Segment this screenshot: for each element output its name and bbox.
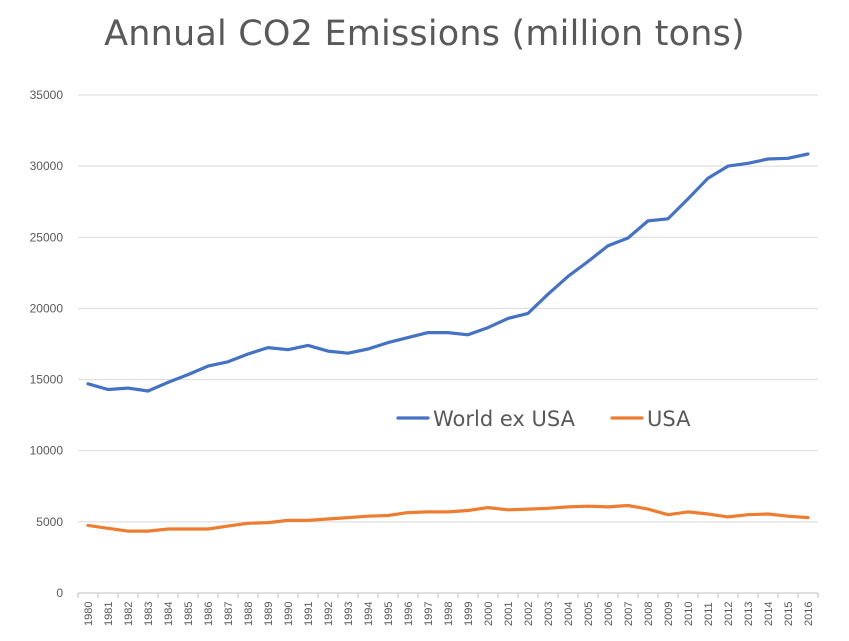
x-tick-label: 1993 <box>343 602 355 626</box>
legend: World ex USA USA <box>396 407 691 431</box>
y-tick-label: 15000 <box>30 373 64 387</box>
x-tick-label: 2006 <box>603 602 615 626</box>
x-tick-label: 1982 <box>123 602 135 626</box>
x-tick-label: 2016 <box>803 602 815 626</box>
y-axis: 0 5000 10000 15000 20000 25000 30000 35000 <box>30 88 64 600</box>
x-tick-label: 2012 <box>723 602 735 626</box>
series-line-world-ex-usa <box>86 152 810 393</box>
legend-item-world-ex-usa: World ex USA <box>396 407 576 431</box>
x-tick-label: 1987 <box>223 602 235 626</box>
x-tick-label: 1999 <box>463 602 475 626</box>
x-tick-label: 2001 <box>503 602 515 626</box>
x-tick-label: 2007 <box>623 602 635 626</box>
y-tick-label: 10000 <box>30 444 64 458</box>
x-tick-label: 2000 <box>483 602 495 626</box>
x-tick-label: 2014 <box>763 602 775 626</box>
x-tick-label: 2009 <box>663 602 675 626</box>
x-tick-label: 1986 <box>203 602 215 626</box>
x-tick-label: 2010 <box>683 602 695 626</box>
x-tick-label: 2005 <box>583 602 595 626</box>
y-tick-label: 25000 <box>30 230 64 244</box>
legend-label: World ex USA <box>433 407 576 431</box>
x-tick-label: 1994 <box>363 602 375 626</box>
x-tick-label: 1989 <box>263 602 275 626</box>
x-tick-labels: 1980 1981 1982 1983 1984 1985 1986 1987 1988 1989… <box>83 602 815 626</box>
x-tick-label: 1980 <box>83 602 95 626</box>
x-tick-label: 2002 <box>523 602 535 626</box>
x-tick-label: 2011 <box>703 602 715 626</box>
x-tick-label: 1991 <box>303 602 315 626</box>
y-tick-label: 20000 <box>30 301 64 315</box>
x-tick-label: 2003 <box>543 602 555 626</box>
gridlines <box>78 94 818 523</box>
y-tick-label: 30000 <box>30 159 64 173</box>
y-tick-label: 0 <box>56 586 63 600</box>
x-tick-label: 2008 <box>643 602 655 626</box>
y-tick-label: 5000 <box>36 515 63 529</box>
x-tick-label: 2004 <box>563 602 575 626</box>
x-tick-label: 1988 <box>243 602 255 626</box>
x-tick-label: 1996 <box>403 602 415 626</box>
x-tick-label: 1984 <box>163 602 175 626</box>
x-tick-label: 1998 <box>443 602 455 626</box>
x-tick-label: 1985 <box>183 602 195 626</box>
x-axis <box>77 592 819 598</box>
series-lines <box>86 152 810 533</box>
y-tick-label: 35000 <box>30 88 64 102</box>
x-tick-label: 1992 <box>323 602 335 626</box>
legend-item-usa: USA <box>610 407 691 431</box>
x-tick-label: 1990 <box>283 602 295 626</box>
legend-label: USA <box>647 407 691 431</box>
x-tick-label: 1981 <box>103 602 115 626</box>
chart-title: Annual CO2 Emissions (million tons) <box>104 14 745 54</box>
series-line-usa <box>86 503 810 533</box>
x-tick-label: 1995 <box>383 602 395 626</box>
x-tick-label: 1997 <box>423 602 435 626</box>
x-tick-label: 2015 <box>783 602 795 626</box>
x-tick-label: 1983 <box>143 602 155 626</box>
x-tick-label: 2013 <box>743 602 755 626</box>
